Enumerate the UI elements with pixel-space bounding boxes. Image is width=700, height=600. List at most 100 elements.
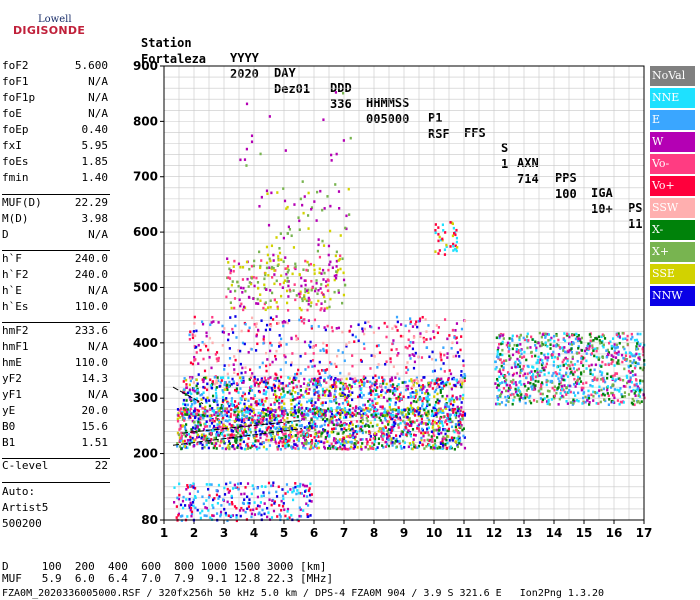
echo-point [606, 348, 609, 352]
echo-point [522, 374, 525, 377]
echo-point [542, 366, 545, 370]
echo-point [355, 420, 359, 423]
echo-point [243, 421, 246, 425]
echo-point [431, 350, 434, 354]
echo-point [334, 398, 337, 401]
echo-point [449, 419, 452, 423]
echo-point [424, 431, 427, 435]
echo-point [307, 441, 310, 445]
echo-point [371, 389, 375, 393]
echo-point [566, 402, 570, 405]
echo-point [223, 327, 226, 330]
echo-point [529, 394, 532, 398]
echo-point [321, 418, 325, 421]
echo-point [438, 385, 441, 389]
param-name: foF2 [2, 59, 29, 72]
echo-point [635, 338, 639, 342]
echo-point [341, 301, 344, 305]
echo-point [409, 433, 412, 437]
echo-point [456, 246, 459, 249]
param-value: 240.0 [74, 252, 108, 265]
echo-point [288, 438, 291, 442]
echo-point [521, 367, 524, 371]
echo-point [499, 342, 503, 346]
echo-point [276, 191, 279, 194]
echo-point [437, 429, 441, 432]
echo-point [333, 439, 337, 442]
echo-point [182, 388, 186, 391]
echo-point [380, 388, 384, 392]
echo-point [586, 344, 589, 348]
param-separator [2, 458, 110, 459]
echo-point [455, 336, 458, 340]
echo-point [337, 432, 340, 435]
echo-point [216, 501, 220, 505]
echo-point [384, 362, 387, 366]
echo-point [192, 387, 195, 390]
echo-point [389, 379, 392, 383]
echo-point [432, 431, 435, 435]
echo-point [240, 426, 243, 430]
echo-point [322, 293, 325, 297]
echo-point [234, 400, 237, 403]
echo-point [615, 351, 618, 355]
echo-point [462, 393, 465, 397]
echo-point [433, 408, 437, 412]
echo-point [288, 516, 291, 519]
echo-point [369, 386, 372, 389]
echo-point [379, 427, 382, 431]
echo-point [500, 401, 504, 404]
echo-point [317, 406, 320, 410]
echo-point [392, 415, 395, 419]
echo-point [197, 417, 200, 421]
echo-point [305, 289, 309, 293]
echo-point [188, 391, 191, 394]
echo-point [223, 381, 227, 384]
echo-point [443, 248, 447, 252]
echo-point [602, 379, 605, 383]
echo-point [260, 259, 263, 262]
echo-point [436, 385, 439, 389]
echo-point [241, 394, 244, 398]
echo-point [502, 368, 505, 372]
echo-point [519, 361, 522, 365]
echo-point [241, 407, 244, 411]
echo-point [242, 419, 246, 422]
echo-point [300, 284, 303, 288]
echo-point [601, 360, 604, 364]
echo-point [454, 423, 457, 426]
echo-point [410, 424, 413, 427]
echo-point [231, 377, 234, 381]
echo-point [444, 403, 447, 406]
echo-point [261, 415, 264, 419]
echo-point [177, 412, 180, 415]
echo-point [396, 440, 399, 443]
echo-point [309, 446, 312, 449]
echo-point [414, 322, 417, 326]
echo-point [265, 380, 268, 384]
echo-point [314, 422, 317, 426]
echo-point [220, 379, 223, 382]
echo-point [257, 416, 260, 420]
echo-point [198, 428, 201, 431]
echo-point [283, 279, 287, 282]
echo-point [520, 352, 523, 356]
echo-point [322, 349, 325, 353]
echo-point [276, 305, 279, 309]
echo-point [458, 441, 461, 445]
echo-point [231, 327, 234, 331]
echo-point [283, 427, 286, 431]
echo-point [299, 385, 302, 388]
echo-point [257, 328, 260, 332]
echo-point [195, 390, 198, 394]
echo-point [606, 372, 609, 376]
echo-point [444, 432, 447, 436]
header-value: 2020 [230, 67, 259, 81]
echo-point [199, 415, 202, 418]
echo-point [229, 316, 232, 319]
echo-point [317, 398, 320, 402]
echo-point [417, 398, 420, 402]
echo-point [191, 500, 195, 504]
echo-point [396, 354, 399, 357]
echo-point [361, 408, 365, 412]
